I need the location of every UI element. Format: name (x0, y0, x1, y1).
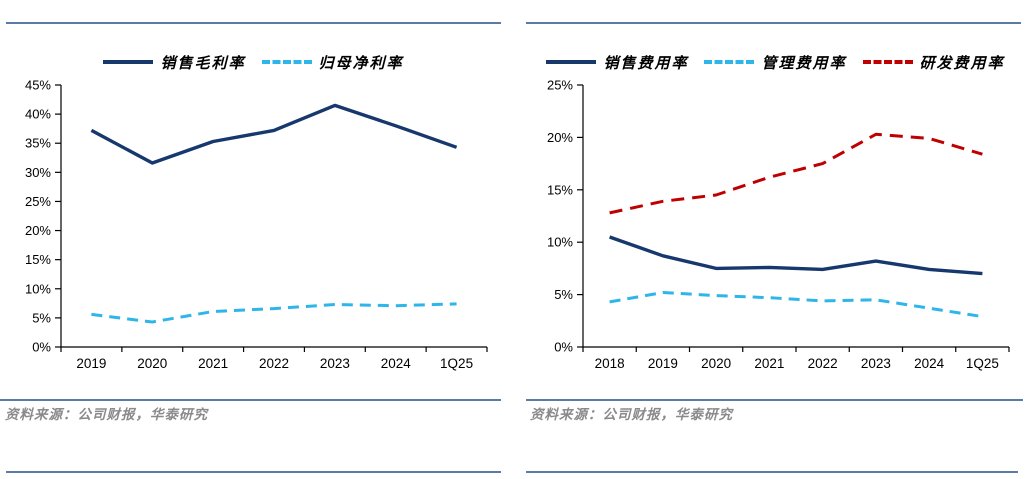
legend-label: 研发费用率 (919, 53, 1005, 72)
legend-label: 销售毛利率 (160, 53, 246, 72)
y-tick-label: 20% (25, 223, 51, 238)
legend-item: 归母净利率 (261, 52, 404, 73)
y-tick-label: 25% (25, 194, 51, 209)
top-rule-left (6, 22, 501, 24)
legend-label: 管理费用率 (761, 53, 847, 72)
x-tick-label: 2020 (701, 356, 731, 371)
expense-chart-legend: 销售费用率 管理费用率 研发费用率 (539, 49, 1012, 75)
margin-chart-legend: 销售毛利率 归母净利率 (17, 49, 490, 75)
x-tick-label: 2021 (754, 356, 784, 371)
x-tick-label: 1Q25 (966, 356, 999, 371)
x-tick-label: 2024 (914, 356, 945, 371)
y-tick-label: 10% (25, 281, 51, 296)
y-tick-label: 30% (25, 165, 51, 180)
legend-solid-line-icon (103, 60, 154, 64)
source-note-right: 资料来源：公司财报，华泰研究 (530, 407, 733, 423)
legend-solid-line-icon (546, 60, 597, 64)
x-tick-label: 2024 (381, 356, 412, 371)
y-tick-label: 0% (554, 340, 573, 355)
x-tick-label: 2019 (648, 356, 678, 371)
expense-chart-panel: 销售费用率 管理费用率 研发费用率 0% 5% 10% 15% 20% 25% 2018 2019… (539, 33, 1012, 385)
y-tick-label: 40% (25, 107, 51, 122)
legend-item: 管理费用率 (704, 52, 846, 73)
y-tick-label: 15% (547, 182, 573, 197)
y-tick-label: 20% (547, 130, 573, 145)
legend-item: 研发费用率 (862, 52, 1005, 73)
legend-item: 销售费用率 (546, 52, 688, 73)
source-note-left: 资料来源：公司财报，华泰研究 (5, 407, 208, 423)
series-line (609, 235, 983, 276)
y-tick-label: 25% (547, 78, 573, 93)
legend-label: 销售费用率 (603, 53, 689, 72)
series-line (609, 132, 983, 215)
bottom-rule-right (526, 471, 1018, 473)
x-tick-label: 2020 (137, 356, 167, 371)
mid-rule-left (0, 399, 501, 401)
y-tick-label: 10% (547, 235, 573, 250)
legend-label: 归母净利率 (318, 53, 404, 72)
y-tick-label: 5% (554, 287, 573, 302)
legend-dashed-line-icon (261, 60, 312, 64)
top-rule-right (526, 22, 1021, 24)
y-tick-label: 15% (25, 252, 51, 267)
x-tick-label: 2019 (76, 356, 106, 371)
x-tick-label: 2022 (808, 356, 838, 371)
bottom-rule-left (6, 471, 501, 473)
y-tick-label: 35% (25, 136, 51, 151)
margin-chart-plot: 0% 5% 10% 15% 20% 25% 30% 35% 40% 45% 2019 2020 2021… (25, 78, 488, 371)
mid-rule-right (526, 399, 1023, 401)
legend-item: 销售毛利率 (103, 52, 245, 73)
x-tick-label: 2018 (595, 356, 625, 371)
legend-dashed-line-icon (862, 60, 913, 64)
expense-chart-plot: 0% 5% 10% 15% 20% 25% 2018 2019 2020 2021 2022 2023… (547, 78, 1010, 371)
y-tick-label: 0% (32, 340, 51, 355)
y-tick-label: 45% (25, 78, 51, 93)
x-tick-label: 2022 (259, 356, 289, 371)
x-tick-label: 2023 (320, 356, 350, 371)
series-line (609, 291, 983, 319)
x-tick-label: 1Q25 (440, 356, 473, 371)
y-tick-label: 5% (32, 310, 51, 325)
legend-dashed-line-icon (704, 60, 755, 64)
series-line (91, 302, 457, 324)
margin-chart-panel: 销售毛利率 归母净利率 0% 5% 10% 15% 20% 25% 30% 35% 40% 45% 2… (17, 33, 490, 385)
x-tick-label: 2023 (861, 356, 891, 371)
x-tick-label: 2021 (198, 356, 228, 371)
series-line (90, 103, 458, 165)
